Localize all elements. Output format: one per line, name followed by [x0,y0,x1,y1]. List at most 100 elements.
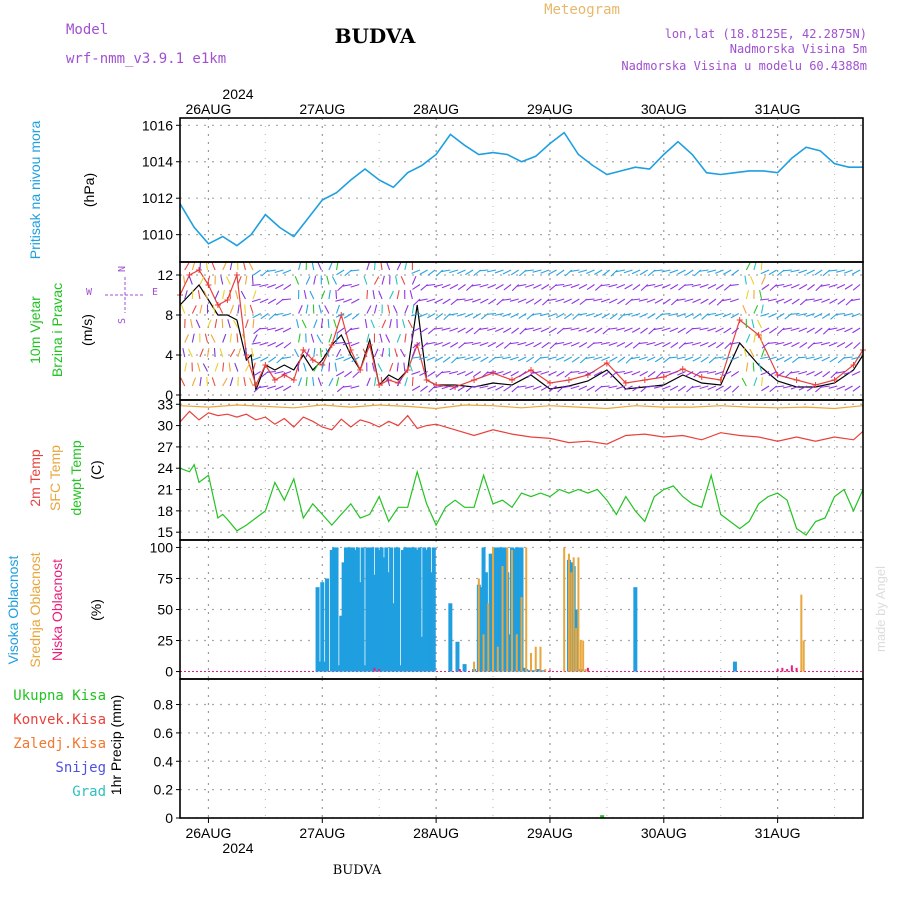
y-tick-label: 1016 [142,117,173,133]
wind-arrow [184,362,188,372]
wind-arrow [240,290,246,300]
wind-arrow [396,333,401,343]
wind-arrow [403,362,406,372]
precip-legend-label: Snijeg [55,760,106,776]
wind-arrow [487,283,497,289]
y-tick-label: 50 [157,602,173,618]
wind-arrow [442,298,451,305]
wind-arrow [419,327,428,334]
cloud-high-bar [448,603,453,672]
y-tick-label: 0 [165,810,173,826]
wind-arrow [464,312,474,318]
cloud-high-bar [412,547,417,672]
wind-arrow [699,341,709,347]
wind-arrow [760,298,770,301]
wind-arrow [350,385,360,389]
wind-arrow [540,327,550,333]
wind-arrow [722,356,732,360]
wind-gust-marker [233,272,240,278]
wind-arrow [661,269,671,273]
sfc-line [179,404,864,410]
wind-arrow [213,347,216,358]
wind-arrow [399,348,406,358]
wind-arrow [662,298,671,305]
bottom-year-label: 2024 [222,840,253,856]
wind-arrow [401,319,406,329]
wind-arrow [600,283,610,287]
wind-arrow [729,341,739,345]
credit-text: made by Angel [873,566,888,652]
wind-arrow [456,356,466,360]
wind-arrow [411,327,421,333]
y-tick-label: 12 [157,267,173,283]
x-day-label-bottom: 27AUG [299,825,345,841]
wind-arrow [807,284,815,291]
wind-arrow [623,312,633,316]
wind-gust-marker [195,267,202,273]
wind-arrow [775,341,785,346]
wind-arrow [532,370,542,374]
wind-arrow [275,284,284,290]
wind-arrow [525,341,535,347]
wind-arrow [646,341,656,346]
compass-icon [105,277,145,313]
wind-arrow [336,269,345,276]
wind-arrow [723,269,732,275]
wind-arrow [760,269,770,275]
wind-arrow [409,290,413,300]
wind-arrow [707,342,717,348]
wind-arrow [510,269,519,276]
wind-arrow [828,385,838,389]
wind-arrow [378,290,383,300]
wind-arrow [434,356,444,362]
wind-arrow [320,362,325,372]
wind-arrow [556,371,565,377]
cloud-high-bar [400,549,405,672]
dewpoint-line [179,463,864,536]
wind-arrow [411,304,415,314]
wind-arrow [616,283,626,289]
wind-arrow [350,341,360,347]
wind-arrow [181,304,186,314]
wind-arrow [791,298,800,305]
cloud-mid-bar [534,646,537,672]
wind-arrow [843,269,853,274]
wind-arrow [571,298,580,305]
wind-arrow [517,283,527,287]
wind-arrow [274,312,284,316]
wind-arrow [310,333,315,343]
wind-arrow [669,385,679,391]
wind-arrow [441,283,451,289]
wind-arrow [301,319,307,329]
cloud-high-bar [362,665,367,672]
wind-arrow [820,341,830,346]
wind-arrow [396,377,403,387]
y-tick-label: 33 [157,396,173,412]
wind-arrow [723,385,732,392]
wind-arrow [214,290,220,300]
wind-arrow [661,370,671,374]
wind-arrow [524,327,534,331]
wind-arrow [212,304,216,314]
wind-arrow [601,356,610,362]
wind-arrow [700,298,709,304]
wind-gust-marker [546,380,553,386]
wind-arrow [222,333,227,343]
wind-arrow [752,362,755,372]
panel-y-label: 2m Temp [27,449,43,507]
wind-arrow [639,269,648,276]
wind-arrow [806,269,815,275]
wind-gust-marker [214,302,221,308]
pressure-line [179,131,863,247]
wind-arrow [473,371,482,378]
wind-arrow [449,269,459,274]
wind-arrow [548,327,557,334]
wind-arrow [731,385,740,393]
wind-arrow [708,298,717,305]
wind-gust-marker [224,297,231,303]
y-tick-label: 1010 [142,227,173,243]
panel-y-label: Visoka Oblacnost [5,556,21,665]
wind-arrow [214,319,218,329]
wind-arrow [783,298,793,304]
cloud-low-bar [548,670,551,672]
